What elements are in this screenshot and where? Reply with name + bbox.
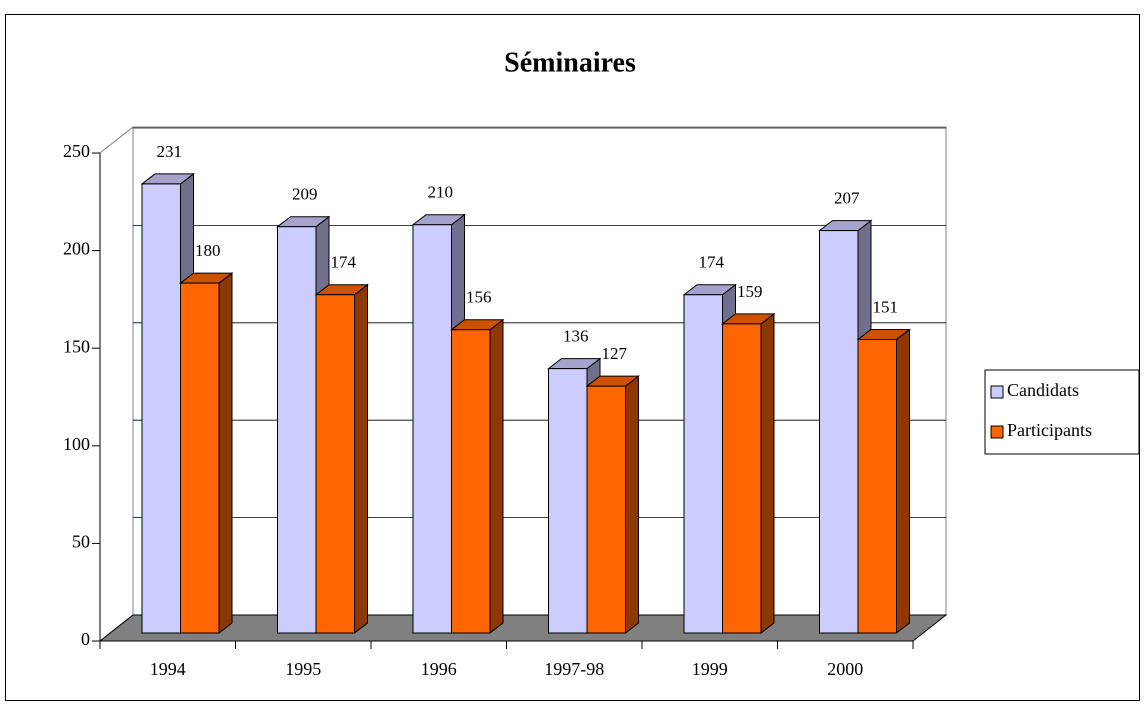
- legend-swatch: [990, 425, 1004, 439]
- bar: [180, 282, 220, 634]
- bar-side: [489, 318, 504, 635]
- bar: [451, 329, 491, 634]
- side-wall: [99, 125, 134, 643]
- data-label: 159: [737, 282, 763, 301]
- y-tick-label: 50: [72, 532, 90, 552]
- y-tick-label: 0: [81, 629, 90, 649]
- bar: [548, 368, 588, 634]
- data-label: 151: [873, 297, 899, 316]
- bar-side: [354, 283, 368, 635]
- legend-swatch: [990, 385, 1004, 399]
- y-tick-label: 250: [63, 141, 90, 161]
- legend-box: [984, 369, 1140, 455]
- data-label: 174: [699, 253, 725, 272]
- bar-side: [760, 312, 775, 635]
- data-label: 127: [602, 344, 628, 363]
- x-tick-label: 1996: [421, 659, 457, 679]
- x-tick-label: 1995: [285, 659, 321, 679]
- data-label: 156: [466, 288, 492, 307]
- bar-side: [218, 272, 233, 635]
- bar-side: [625, 375, 639, 635]
- data-label: 180: [195, 241, 221, 260]
- data-label: 209: [292, 185, 318, 204]
- bar: [857, 338, 897, 634]
- bar: [819, 230, 859, 634]
- legend-label: Candidats: [1007, 380, 1079, 400]
- y-tick-label: 200: [63, 239, 90, 259]
- bar: [277, 226, 317, 634]
- legend-label: Participants: [1007, 420, 1092, 440]
- bar: [315, 294, 355, 634]
- bar: [412, 224, 452, 634]
- data-label: 231: [157, 142, 183, 161]
- data-label: 174: [331, 253, 357, 272]
- bar-side: [896, 328, 910, 635]
- bar: [683, 294, 723, 634]
- bar: [586, 385, 626, 634]
- x-tick-label: 1999: [692, 659, 728, 679]
- data-label: 210: [428, 183, 454, 202]
- x-tick-label: 1997-98: [544, 659, 604, 679]
- data-label: 207: [834, 188, 860, 207]
- y-tick-label: 100: [63, 434, 90, 454]
- x-tick-label: 1994: [150, 659, 186, 679]
- data-label: 136: [563, 327, 589, 346]
- bar: [141, 183, 181, 634]
- y-tick-label: 150: [63, 336, 90, 356]
- bar: [722, 323, 762, 634]
- chart-title: Séminaires: [504, 47, 636, 78]
- x-tick-label: 2000: [827, 659, 863, 679]
